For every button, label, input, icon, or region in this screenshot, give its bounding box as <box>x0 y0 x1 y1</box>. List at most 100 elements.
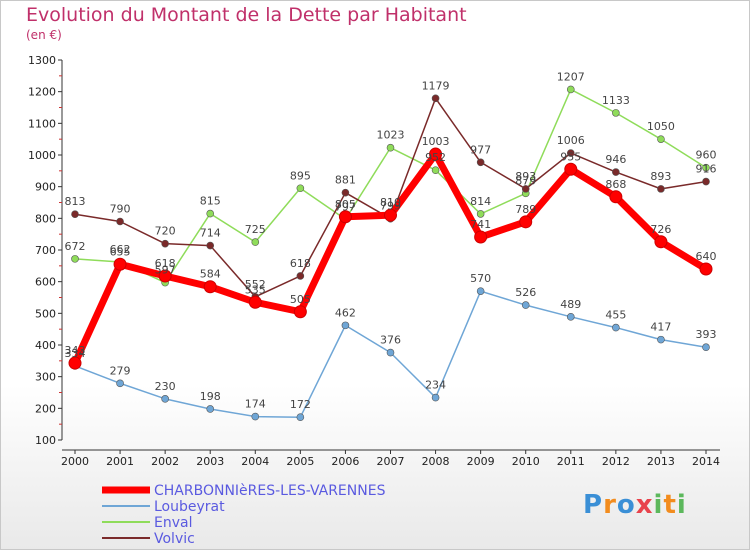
y-tick-label: 1000 <box>28 149 56 162</box>
data-label: 1023 <box>377 129 405 142</box>
data-point <box>521 185 530 193</box>
data-point <box>116 379 124 388</box>
data-label: 714 <box>200 227 221 240</box>
data-point <box>429 147 443 161</box>
data-label: 726 <box>650 223 671 236</box>
y-tick-label: 800 <box>35 212 56 225</box>
data-label: 868 <box>605 178 626 191</box>
data-label: 526 <box>515 286 536 299</box>
data-label: 797 <box>335 200 356 213</box>
data-label: 952 <box>425 151 446 164</box>
data-point <box>699 262 713 276</box>
data-label: 916 <box>696 163 717 176</box>
data-label: 1207 <box>557 70 585 83</box>
data-point <box>564 162 578 176</box>
data-label: 597 <box>155 264 176 277</box>
x-tick-label: 2003 <box>196 455 224 468</box>
proxiti-logo: Proxiti <box>583 490 687 520</box>
data-label: 1179 <box>422 79 450 92</box>
x-tick-label: 2002 <box>151 455 179 468</box>
data-label: 725 <box>245 223 266 236</box>
data-label: 343 <box>65 344 86 357</box>
x-tick-label: 2008 <box>422 455 450 468</box>
data-label: 790 <box>110 203 131 216</box>
series-layer <box>68 85 713 422</box>
data-label: 198 <box>200 390 221 403</box>
x-tick-label: 2007 <box>377 455 405 468</box>
data-label: 552 <box>245 278 266 291</box>
legend-label: Loubeyrat <box>154 499 225 515</box>
data-point <box>341 188 350 197</box>
data-point <box>296 413 305 422</box>
data-label: 618 <box>290 257 311 270</box>
data-point <box>702 163 710 172</box>
data-label: 895 <box>290 169 311 182</box>
data-label: 570 <box>470 272 491 285</box>
data-point <box>206 241 215 250</box>
legend-label: CHARBONNIèRES-LES-VARENNES <box>154 483 386 499</box>
data-point <box>431 166 440 174</box>
data-point <box>251 412 260 421</box>
data-label: 455 <box>605 309 626 322</box>
data-label: 234 <box>425 379 446 392</box>
data-label: 584 <box>200 268 221 281</box>
data-labels: 334 279 230 198 174 172 462 376 234 570 526 489 455 4… <box>65 70 717 411</box>
data-label: 893 <box>515 170 536 183</box>
x-tick-label: 2011 <box>557 455 585 468</box>
data-point <box>476 158 485 167</box>
logo-letter: o <box>616 490 636 520</box>
data-point <box>431 94 440 103</box>
data-point <box>68 356 82 370</box>
data-label: 489 <box>560 298 581 311</box>
data-point <box>519 215 533 229</box>
data-label: 815 <box>200 195 221 208</box>
data-point <box>657 135 665 143</box>
x-tick-label: 2010 <box>512 455 540 468</box>
data-label: 1050 <box>647 120 675 133</box>
y-tick-label: 600 <box>35 276 56 289</box>
x-tick-label: 2005 <box>286 455 314 468</box>
data-point <box>71 255 79 263</box>
y-tick-label: 500 <box>35 307 56 320</box>
data-label: 535 <box>245 283 266 296</box>
data-label: 662 <box>110 243 131 256</box>
data-label: 789 <box>515 203 536 216</box>
logo-letter: r <box>603 490 617 520</box>
x-tick-label: 2006 <box>331 455 359 468</box>
x-tick-label: 2013 <box>647 455 675 468</box>
y-tick-label: 100 <box>35 434 56 447</box>
data-point <box>612 109 620 117</box>
data-point <box>702 343 710 352</box>
data-point <box>431 393 440 402</box>
data-label: 655 <box>110 245 131 258</box>
data-point <box>609 190 623 204</box>
data-label: 393 <box>696 328 717 341</box>
y-tick-label: 1100 <box>28 117 56 130</box>
data-label: 672 <box>65 240 86 253</box>
data-point <box>386 348 395 357</box>
data-label: 172 <box>290 398 311 411</box>
x-tick-label: 2014 <box>692 455 720 468</box>
y-tick-label: 900 <box>35 181 56 194</box>
y-tick-label: 400 <box>35 339 56 352</box>
data-label: 893 <box>650 170 671 183</box>
data-label: 618 <box>155 257 176 270</box>
data-point <box>116 217 124 226</box>
data-label: 955 <box>560 150 581 163</box>
data-point <box>476 210 485 218</box>
data-label: 813 <box>65 195 86 208</box>
data-label: 881 <box>335 174 356 187</box>
data-label: 814 <box>470 195 491 208</box>
logo-letter: P <box>583 490 604 520</box>
data-point <box>654 235 668 249</box>
data-point <box>657 185 665 193</box>
logo-letter: t <box>663 490 677 520</box>
data-point <box>206 209 215 218</box>
data-point <box>113 257 127 271</box>
legend: CHARBONNIèRES-LES-VARENNESLoubeyratEnval… <box>102 483 386 547</box>
data-point <box>566 85 575 94</box>
data-point <box>521 301 530 309</box>
data-label: 879 <box>515 174 536 187</box>
data-label: 720 <box>155 225 176 238</box>
